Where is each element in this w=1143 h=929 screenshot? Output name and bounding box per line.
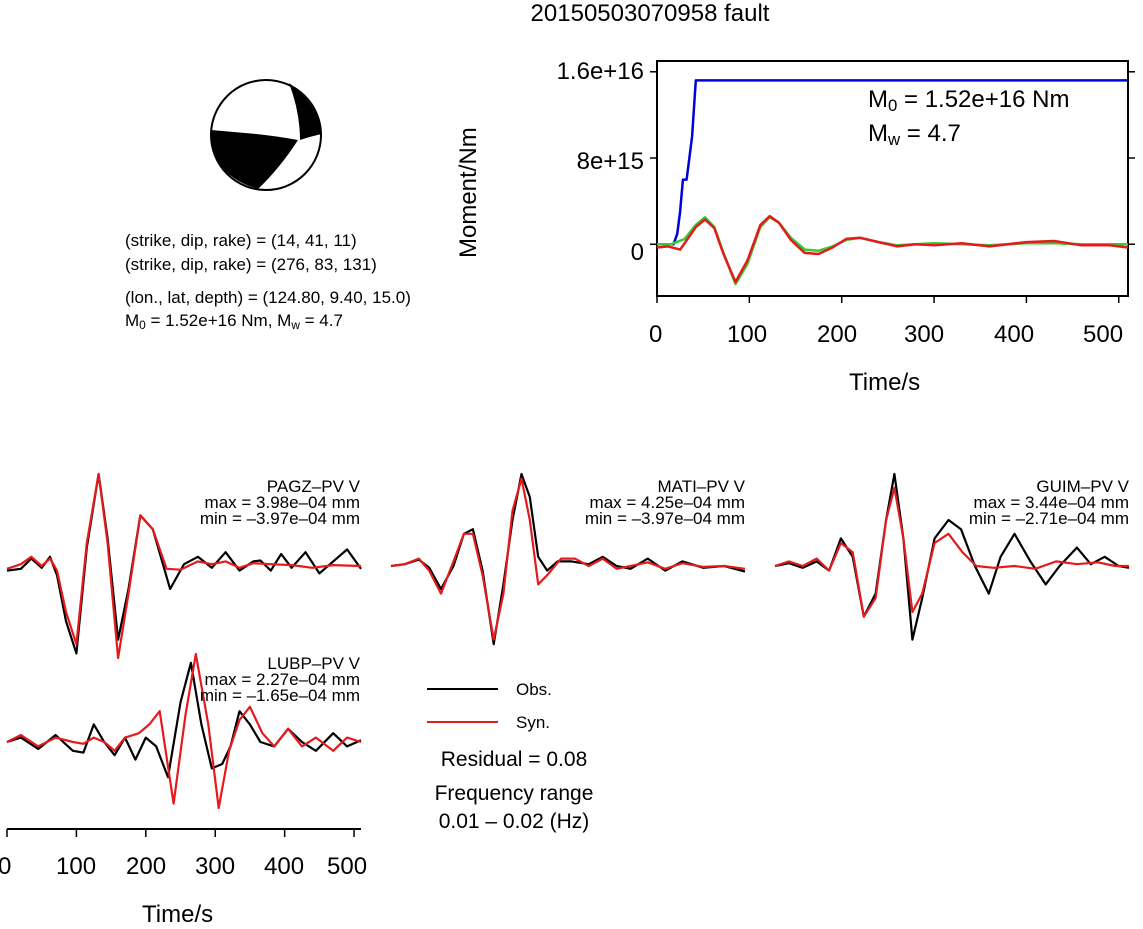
moment-xtick-label: 400 <box>994 321 1035 348</box>
cumulative-moment-line <box>657 79 1128 246</box>
figure-title: 20150503070958 fault <box>530 0 770 27</box>
station-label-guim: GUIM–PV V max = 3.44e–04 mm min = –2.71e… <box>968 477 1129 528</box>
moment-ytick-label: 0 <box>630 239 644 266</box>
moment-xtick-label: 200 <box>817 321 858 348</box>
frequency-range-value: 0.01 – 0.02 (Hz) <box>438 810 590 833</box>
moment-ytick-label: 1.6e+16 <box>556 58 644 85</box>
nodal-plane-2: (strike, dip, rake) = (276, 83, 131) <box>125 255 377 274</box>
moment-ytick-label: 8e+15 <box>576 148 644 175</box>
wave-xtick-label: 0 <box>0 853 12 880</box>
station-label-pagz: PAGZ–PV V max = 3.98e–04 mm min = –3.97e… <box>199 477 360 528</box>
waveform-panels <box>6 472 1130 837</box>
moment-frame <box>656 60 1129 297</box>
frequency-range-title: Frequency range <box>434 782 594 805</box>
waveform-mati-syn <box>390 477 746 641</box>
wave-xtick-label: 300 <box>195 853 236 880</box>
wave-xlabel: Time/s <box>142 901 214 928</box>
moment-xtick-label: 0 <box>649 321 663 348</box>
moment-panel <box>650 60 1135 303</box>
legend-obs-label: Obs. <box>516 680 552 699</box>
legend-syn-label: Syn. <box>516 713 551 732</box>
moment-xtick-label: 500 <box>1083 321 1124 348</box>
moment-m0-label: M0 = 1.52e+16 Nm <box>868 86 1070 116</box>
moment-xtick-label: 100 <box>727 321 768 348</box>
moment-rate-green-line <box>657 216 1128 286</box>
waveform-lubp-syn <box>6 652 362 810</box>
waveform-guim-obs <box>774 472 1130 641</box>
wave-xtick-label: 200 <box>126 853 167 880</box>
station-label-mati: MATI–PV V max = 4.25e–04 mm min = –3.97e… <box>584 477 745 528</box>
waveform-guim-syn <box>774 486 1129 618</box>
station-label-lubp: LUBP–PV V max = 2.27e–04 mm min = –1.65e… <box>199 654 360 705</box>
nodal-plane-1: (strike, dip, rake) = (14, 41, 11) <box>125 231 357 250</box>
moment-xlabel: Time/s <box>849 369 921 396</box>
moment-xtick-label: 300 <box>904 321 945 348</box>
event-magnitude: M0 = 1.52e+16 Nm, Mw = 4.7 <box>125 311 343 332</box>
wave-xtick-label: 400 <box>264 853 305 880</box>
moment-mw-label: Mw = 4.7 <box>868 120 961 150</box>
event-location: (lon., lat, depth) = (124.80, 9.40, 15.0… <box>125 288 411 307</box>
moment-rate-red-line <box>656 214 1129 284</box>
moment-ylabel: Moment/Nm <box>455 127 482 258</box>
residual-label: Residual = 0.08 <box>440 748 588 771</box>
waveform-pagz-syn <box>6 472 362 660</box>
focal-mechanism-beachball <box>210 79 322 191</box>
wave-xtick-label: 100 <box>56 853 97 880</box>
wave-xtick-label: 500 <box>327 853 368 880</box>
